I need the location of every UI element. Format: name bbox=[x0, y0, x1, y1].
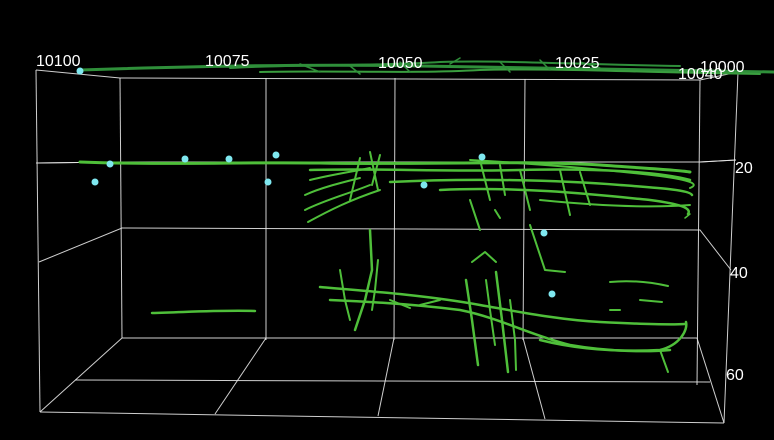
trace-line bbox=[259, 68, 761, 75]
grid-floor-line bbox=[74, 379, 711, 383]
data-point[interactable] bbox=[91, 178, 99, 186]
grid-floor-front bbox=[39, 411, 725, 424]
grid-right-back-edge bbox=[696, 79, 701, 386]
trace-line bbox=[78, 160, 692, 174]
x-tick-label: 10075 bbox=[205, 53, 250, 70]
x-axis-ticks: 10100 10075 10050 10025 10000 10040 bbox=[36, 53, 745, 83]
trace-line bbox=[479, 159, 591, 216]
trace-line bbox=[471, 251, 497, 263]
y-tick-label: 40 bbox=[730, 265, 748, 282]
traces-top-band bbox=[78, 57, 774, 75]
trace-line bbox=[339, 259, 379, 321]
data-point[interactable] bbox=[420, 181, 428, 189]
data-point[interactable] bbox=[478, 153, 486, 161]
grid-horizontal bbox=[38, 227, 732, 271]
trace-line bbox=[304, 167, 381, 223]
x-tick-label: 10100 bbox=[36, 53, 81, 70]
trace-line bbox=[494, 270, 510, 374]
data-point[interactable] bbox=[181, 155, 189, 163]
x-tick-label: 10050 bbox=[378, 55, 423, 72]
points bbox=[76, 67, 556, 298]
trace-line bbox=[464, 278, 480, 367]
trace-line bbox=[150, 309, 257, 315]
grid-back-vertical bbox=[522, 78, 526, 341]
data-point[interactable] bbox=[76, 67, 84, 75]
data-point[interactable] bbox=[272, 151, 280, 159]
grid-floor-line bbox=[377, 337, 395, 417]
data-point[interactable] bbox=[548, 290, 556, 298]
grid-left-front-edge bbox=[35, 69, 41, 413]
traces-upper-main bbox=[78, 151, 695, 273]
trace-line bbox=[389, 299, 441, 309]
y-tick-label: 60 bbox=[726, 367, 744, 384]
trace-line bbox=[684, 213, 691, 219]
grid-back-vertical bbox=[393, 77, 396, 341]
grid-floor-right bbox=[696, 337, 725, 424]
grid-right-front-edge bbox=[723, 71, 739, 424]
trace-line bbox=[78, 63, 774, 74]
y-axis-ticks: 20 40 60 bbox=[726, 160, 753, 384]
grid-floor-left bbox=[39, 337, 123, 413]
trace-line bbox=[469, 199, 566, 273]
x-tick-label: 10025 bbox=[555, 55, 600, 72]
trace-line bbox=[539, 199, 691, 208]
trace-line bbox=[299, 57, 601, 75]
trace-line bbox=[609, 280, 669, 311]
depth-tick-label: 10040 bbox=[678, 66, 723, 83]
grid-top-edge bbox=[35, 69, 739, 81]
data-point[interactable] bbox=[264, 178, 272, 186]
trace-line bbox=[388, 178, 694, 197]
grid-left-back-edge bbox=[119, 77, 123, 339]
trace-line bbox=[469, 159, 695, 189]
trace-line bbox=[538, 320, 688, 352]
data-point[interactable] bbox=[225, 155, 233, 163]
data-point[interactable] bbox=[540, 229, 548, 237]
trace-line bbox=[353, 228, 374, 332]
grid-box bbox=[35, 69, 739, 424]
grid-floor-line bbox=[522, 337, 546, 420]
trace-line bbox=[349, 151, 381, 201]
trace-line bbox=[318, 285, 687, 326]
traces-lower bbox=[150, 228, 688, 374]
grid-floor-line bbox=[214, 337, 267, 415]
data-point[interactable] bbox=[106, 160, 114, 168]
trace-line bbox=[438, 187, 690, 216]
trace-line bbox=[659, 349, 669, 373]
grid-side-line bbox=[699, 159, 737, 163]
y-tick-label: 20 bbox=[735, 160, 753, 177]
trace-line bbox=[485, 279, 517, 371]
x-tick-label: 10000 bbox=[700, 59, 745, 76]
